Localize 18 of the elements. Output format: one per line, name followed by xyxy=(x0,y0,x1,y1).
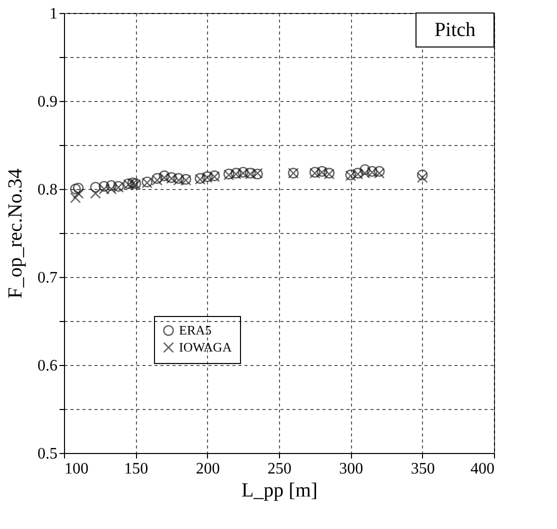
x-tick-label: 100 xyxy=(64,460,88,478)
x-axis-title: L_pp [m] xyxy=(241,480,318,502)
x-tick-label: 400 xyxy=(470,460,494,478)
legend-label: IOWAGA xyxy=(179,340,232,354)
x-tick-label: 250 xyxy=(268,460,292,478)
y-tick-label: 0.7 xyxy=(38,270,58,286)
x-tick-label: 300 xyxy=(339,460,364,478)
y-tick-label: 0.8 xyxy=(38,182,58,198)
y-tick-label: 1 xyxy=(50,6,58,22)
y-tick-label: 0.5 xyxy=(38,446,58,462)
y-axis-title: F_op_rec.No.34 xyxy=(4,168,26,298)
legend-label: ERA5 xyxy=(179,322,212,338)
x-tick-label: 350 xyxy=(410,460,435,478)
annotation: Pitch xyxy=(434,19,476,41)
x-tick-label: 200 xyxy=(196,460,220,478)
y-tick-label: 0.9 xyxy=(38,94,58,110)
x-tick-label: 150 xyxy=(124,460,148,478)
y-tick-label: 0.6 xyxy=(38,358,58,374)
